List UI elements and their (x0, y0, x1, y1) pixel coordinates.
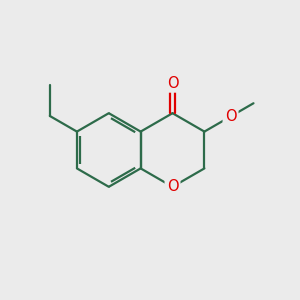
Text: O: O (167, 76, 178, 91)
Text: O: O (167, 179, 178, 194)
Text: O: O (225, 109, 236, 124)
